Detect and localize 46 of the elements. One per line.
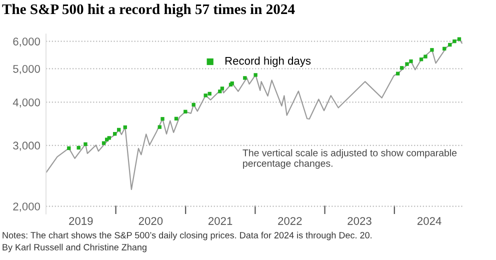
point [457, 37, 462, 41]
point [160, 117, 164, 121]
text: By Karl Russell and Christine Zhang [2, 244, 146, 252]
point [158, 125, 162, 129]
point [208, 92, 212, 96]
x-tick-label: 2023 [348, 217, 372, 225]
point [419, 58, 424, 62]
chart-title: The S&P 500 hit a record high 57 times in 2024 [2, 4, 295, 18]
y-tick-label: 4,000 [12, 98, 40, 108]
point [113, 132, 117, 136]
point [123, 125, 127, 130]
point [192, 102, 196, 107]
legend-label: Record high days [225, 56, 311, 67]
y-tick-label: 2,000 [13, 202, 40, 212]
point [67, 146, 71, 150]
point [76, 146, 80, 150]
point [396, 72, 400, 76]
point [174, 116, 178, 120]
point [117, 128, 121, 132]
point [84, 142, 88, 146]
point [204, 94, 208, 98]
point [448, 42, 452, 47]
x-tick-label: 2022 [278, 217, 302, 225]
point [184, 110, 188, 114]
point [405, 62, 409, 66]
point [218, 90, 222, 94]
point [430, 48, 434, 52]
annotation: The vertical scale is adjusted to show comparable percentage changes. [242, 149, 457, 169]
x-tick-label: 2021 [208, 217, 232, 225]
point [254, 73, 258, 77]
point [220, 86, 224, 90]
point [400, 66, 404, 70]
point [424, 54, 428, 58]
x-tick-label: 2019 [69, 217, 93, 225]
text: Notes: The chart shows the S&P 500’s daily closing prices. Data for 2024 is through Dec. 20. [2, 232, 372, 240]
y-tick-label: 6,000 [13, 38, 40, 47]
x-tick-label: 2024 [417, 217, 442, 225]
y-tick-label: 3,000 [13, 142, 40, 151]
x-tick-label: 2020 [138, 217, 163, 225]
point [102, 141, 106, 145]
point [243, 76, 247, 80]
y-tick-label: 5,000 [13, 64, 40, 74]
point [409, 59, 413, 64]
point [442, 46, 446, 51]
line-series [46, 38, 462, 190]
point [452, 39, 456, 44]
